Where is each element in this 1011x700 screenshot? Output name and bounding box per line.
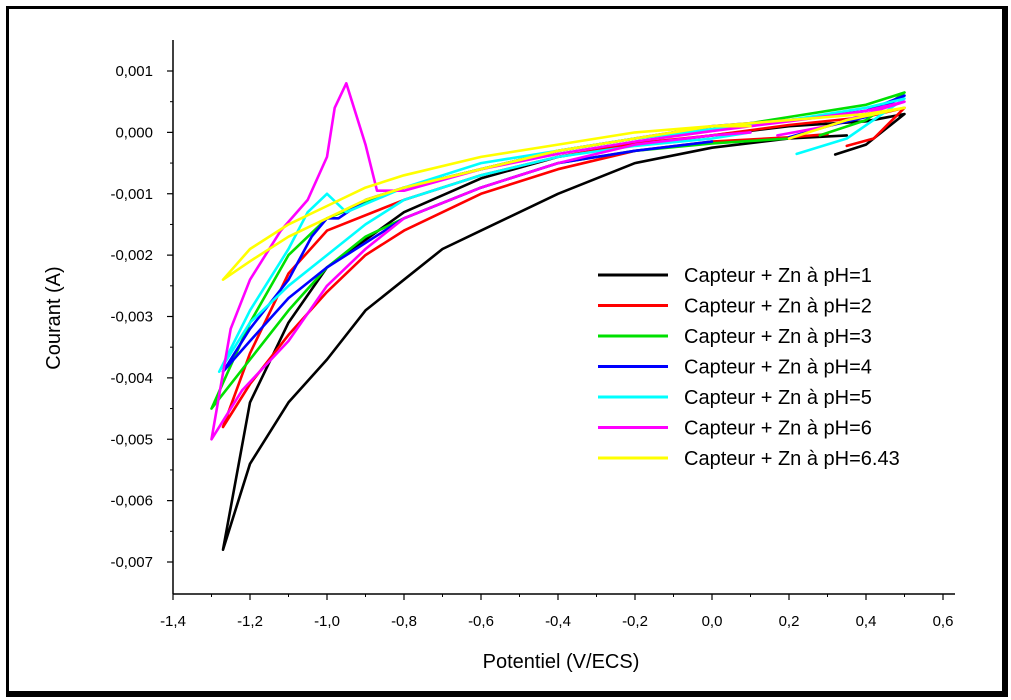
x-tick-label: -1,4 <box>160 613 186 630</box>
x-tick-label: 0,6 <box>933 613 954 630</box>
x-tick-label: -1,2 <box>237 613 263 630</box>
x-tick-label: -0,2 <box>622 613 648 630</box>
axes: -1,4 -1,2 -1,0 -0,8 -0,6 -0,4 -0,2 0,0 0,2 0,4 0,6… <box>110 40 955 630</box>
legend: Capteur + Zn à pH=1 Capteur + Zn à pH=2 Ca… <box>598 265 900 470</box>
y-tick-label: -0,005 <box>110 431 153 448</box>
legend-label: Capteur + Zn à pH=5 <box>684 387 872 409</box>
x-tick-label: 0,0 <box>702 613 723 630</box>
series-line-ph-2 <box>221 106 906 429</box>
y-tick-label: -0,003 <box>110 309 153 326</box>
x-tick-label: -0,6 <box>468 613 494 630</box>
series-line-ph-6 <box>210 82 906 441</box>
legend-label: Capteur + Zn à pH=4 <box>684 357 872 379</box>
y-tick-label: 0,000 <box>115 124 153 141</box>
y-tick-label: 0,001 <box>115 63 153 80</box>
legend-label: Capteur + Zn à pH=6.43 <box>684 448 900 470</box>
y-tick-label: -0,006 <box>110 493 153 510</box>
y-tick-label: -0,007 <box>110 554 153 571</box>
legend-label: Capteur + Zn à pH=3 <box>684 326 872 348</box>
x-axis-title: Potentiel (V/ECS) <box>483 651 640 673</box>
legend-label: Capteur + Zn à pH=6 <box>684 418 872 440</box>
x-tick-label: 0,4 <box>856 613 877 630</box>
x-tick-label: -1,0 <box>314 613 340 630</box>
y-tick-label: -0,004 <box>110 370 153 387</box>
y-axis-title: Courant (A) <box>43 266 65 369</box>
legend-label: Capteur + Zn à pH=1 <box>684 265 872 287</box>
series-layer <box>210 82 906 551</box>
y-tick-label: -0,002 <box>110 247 153 264</box>
x-tick-label: -0,8 <box>391 613 417 630</box>
legend-label: Capteur + Zn à pH=2 <box>684 296 872 318</box>
x-tick-label: 0,2 <box>779 613 800 630</box>
y-tick-label: -0,001 <box>110 186 153 203</box>
x-tick-label: -0,4 <box>545 613 571 630</box>
series-line-ph-7 <box>221 106 906 281</box>
